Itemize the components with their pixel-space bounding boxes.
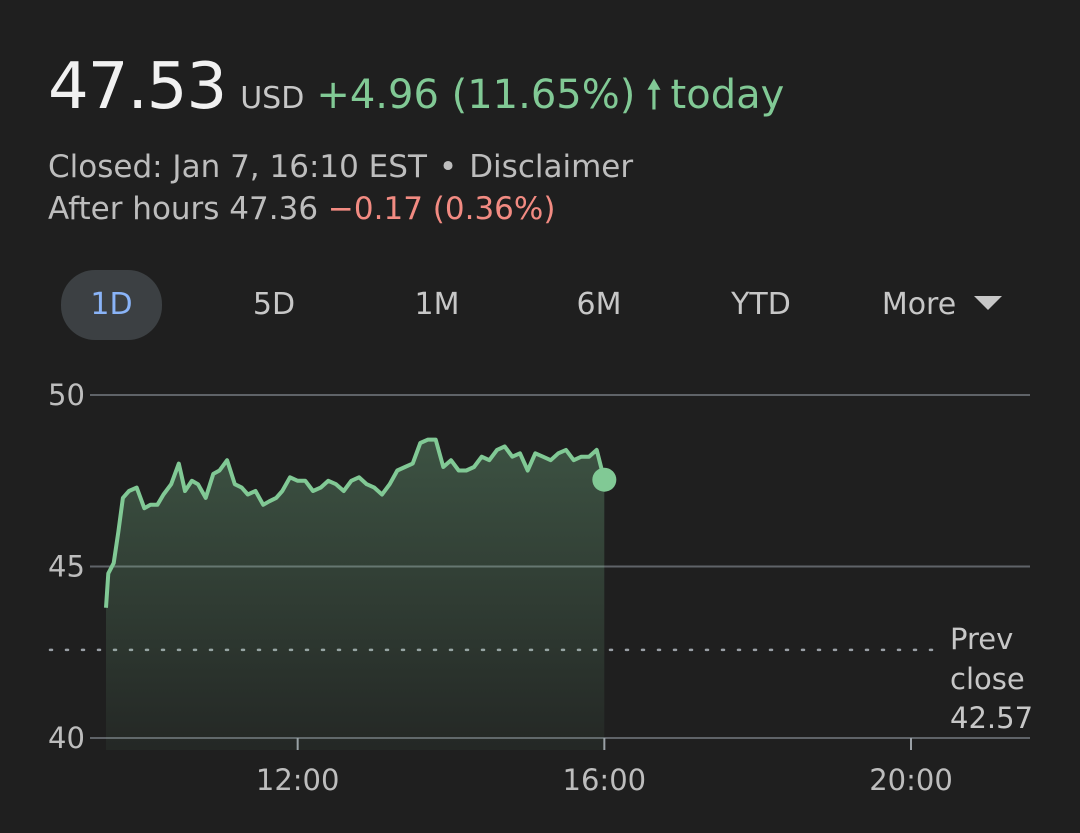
after-hours-change: −0.17 (0.36%) [327, 191, 556, 227]
market-status: Closed: Jan 7, 16:10 EST [48, 149, 427, 185]
price-chart[interactable]: 40 45 50 12:00 16:00 20:00 Prev close 42.57 [0, 360, 1080, 833]
price-change: +4.96 (11.65%) [316, 72, 636, 118]
after-hours-price: After hours 47.36 [48, 191, 319, 227]
range-more-label: More [881, 287, 957, 322]
range-tab-1d[interactable]: 1D [61, 270, 162, 340]
after-hours-row: After hours 47.36 −0.17 (0.36%) [48, 188, 784, 230]
prev-close-label-2: close [950, 662, 1025, 696]
y-tick-label: 40 [48, 721, 85, 755]
x-tick-label: 20:00 [869, 763, 953, 797]
prev-close-value: 42.57 [950, 701, 1033, 735]
range-tab-ytd[interactable]: YTD [731, 287, 791, 322]
y-axis-ticks: 40 45 50 [48, 378, 85, 755]
quote-header: 47.53 USD +4.96 (11.65%) 🠕 today Closed:… [48, 50, 784, 230]
prev-close-label-1: Prev [950, 622, 1013, 656]
x-tick-label: 16:00 [563, 763, 647, 797]
caret-down-icon [974, 295, 1003, 310]
price-area [106, 439, 605, 750]
price-row: 47.53 USD +4.96 (11.65%) 🠕 today [48, 50, 784, 134]
separator-dot: • [438, 149, 458, 185]
disclaimer-link[interactable]: Disclaimer [469, 149, 634, 185]
y-tick-label: 50 [48, 378, 85, 412]
arrow-up-icon: 🠕 [645, 72, 663, 118]
x-tick-label: 12:00 [256, 763, 340, 797]
x-axis-ticks: 12:00 16:00 20:00 [256, 738, 953, 797]
current-price: 47.53 [48, 50, 227, 124]
range-tab-6m[interactable]: 6M [576, 287, 622, 322]
market-status-row: Closed: Jan 7, 16:10 EST • Disclaimer [48, 146, 784, 188]
range-selector: 1D 5D 1M 6M YTD More [0, 270, 1080, 340]
price-line [104, 437, 607, 608]
y-tick-label: 45 [48, 550, 85, 584]
range-more-button[interactable]: More [862, 270, 1022, 340]
change-period: today [670, 72, 785, 118]
range-tab-1m[interactable]: 1M [414, 287, 460, 322]
range-tab-5d[interactable]: 5D [252, 287, 296, 322]
last-price-dot[interactable] [592, 467, 617, 492]
currency-label: USD [240, 81, 305, 116]
